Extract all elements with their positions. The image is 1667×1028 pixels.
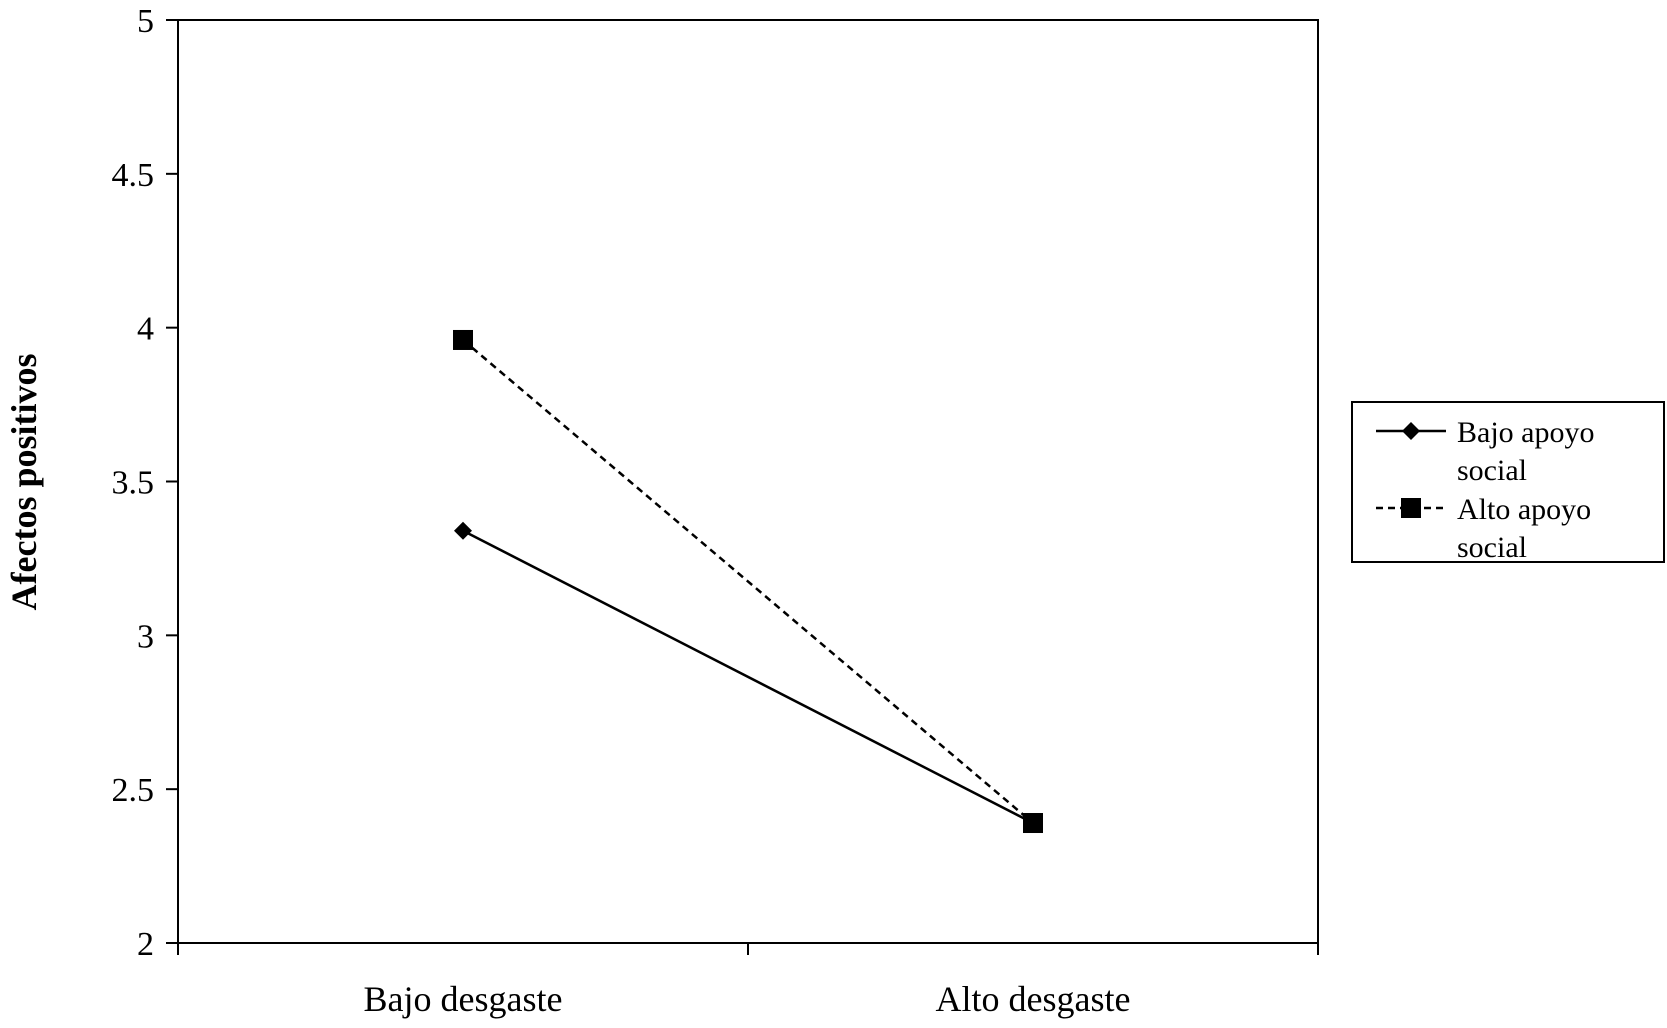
x-category-label: Bajo desgaste bbox=[364, 979, 563, 1019]
x-axis-ticks: Bajo desgaste Alto desgaste bbox=[177, 943, 1319, 1019]
series-1-point bbox=[454, 521, 472, 540]
y-tick-label: 2.5 bbox=[112, 772, 155, 809]
plot-area bbox=[177, 19, 1319, 944]
legend-marker-2 bbox=[1401, 498, 1421, 518]
y-tick-label: 3 bbox=[137, 618, 154, 655]
series-markers bbox=[453, 329, 1043, 834]
legend-label-1: social bbox=[1457, 454, 1527, 487]
legend-marker-1 bbox=[1402, 422, 1420, 440]
series-line-2 bbox=[462, 339, 1034, 824]
y-tick-label: 4 bbox=[137, 311, 154, 348]
series-2-point bbox=[453, 329, 473, 350]
legend-label-1: Bajo apoyo bbox=[1457, 416, 1594, 449]
series-2-point bbox=[1023, 813, 1043, 834]
y-axis-title: Afectos positivos bbox=[4, 354, 44, 611]
x-category-label: Alto desgaste bbox=[936, 979, 1131, 1019]
y-tick-label: 5 bbox=[137, 3, 154, 40]
legend-box bbox=[1351, 401, 1665, 563]
legend-label-2: social bbox=[1457, 531, 1527, 564]
y-tick-label: 4.5 bbox=[112, 157, 155, 194]
y-tick-label: 2 bbox=[137, 926, 154, 963]
legend: Bajo apoyo social Alto apoyo social bbox=[1351, 401, 1665, 564]
y-tick-label: 3.5 bbox=[112, 465, 155, 502]
series-line-1 bbox=[462, 529, 1034, 825]
legend-label-2: Alto apoyo bbox=[1457, 493, 1591, 526]
y-axis-ticks: 2 2.5 3 3.5 4 4.5 5 bbox=[112, 3, 178, 963]
series-lines bbox=[462, 339, 1034, 825]
